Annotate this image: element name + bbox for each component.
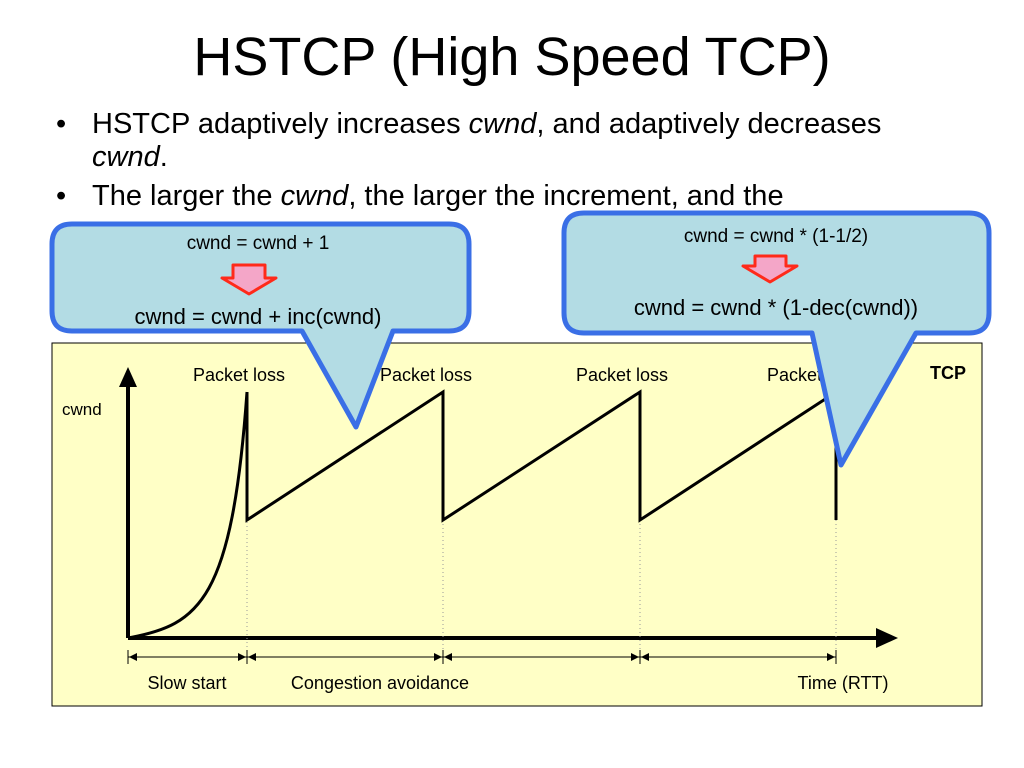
y-axis-arrowhead bbox=[119, 367, 137, 387]
slow-start-curve bbox=[127, 391, 249, 640]
callout-left bbox=[49, 221, 472, 430]
down-arrow-icon bbox=[220, 263, 278, 296]
slide-title: HSTCP (High Speed TCP) bbox=[193, 27, 831, 87]
callout-left-line2: cwnd = cwnd + inc(cwnd) bbox=[135, 304, 382, 329]
bullet-item: • The larger the cwnd, the larger the in… bbox=[56, 180, 956, 213]
callout-right-line1: cwnd = cwnd * (1-1/2) bbox=[684, 226, 868, 247]
bullet-dot: • bbox=[56, 108, 67, 140]
phase-label-slow-start: Slow start bbox=[147, 673, 226, 693]
bullet-text: HSTCP adaptively increases cwnd, and ada… bbox=[92, 108, 882, 173]
corner-label: TCP bbox=[930, 363, 966, 383]
down-arrow-icon bbox=[741, 254, 799, 284]
loss-label: Packet loss bbox=[193, 365, 285, 385]
x-axis-label: Time (RTT) bbox=[798, 673, 889, 693]
callout-right bbox=[561, 210, 992, 468]
x-axis-arrowhead bbox=[876, 628, 898, 648]
bullet-text: The larger the cwnd, the larger the incr… bbox=[92, 180, 784, 212]
bullet-item: • HSTCP adaptively increases cwnd, and a… bbox=[56, 108, 956, 174]
callout-left-line1: cwnd = cwnd + 1 bbox=[187, 233, 330, 254]
y-axis-label: cwnd bbox=[62, 400, 102, 419]
bullet-list: • HSTCP adaptively increases cwnd, and a… bbox=[56, 108, 956, 220]
bullet-dot: • bbox=[56, 180, 67, 212]
loss-label: Packet loss bbox=[576, 365, 668, 385]
phase-label-congestion-avoidance: Congestion avoidance bbox=[291, 673, 469, 693]
callout-right-line2: cwnd = cwnd * (1-dec(cwnd)) bbox=[634, 295, 918, 320]
timeline-arrowheads bbox=[129, 653, 835, 661]
loss-label: Packet loss bbox=[380, 365, 472, 385]
dotted-guides bbox=[246, 398, 837, 660]
sawtooth-curve bbox=[245, 389, 838, 523]
timeline bbox=[127, 650, 837, 664]
